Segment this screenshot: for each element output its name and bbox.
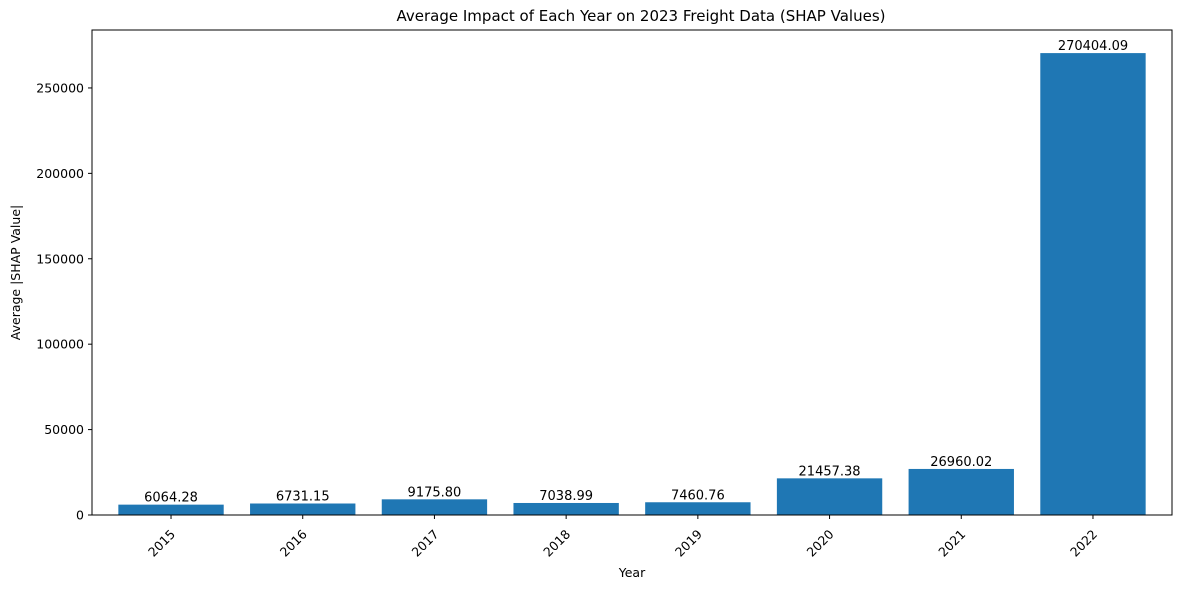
x-axis-label: Year [618,565,646,580]
chart-title: Average Impact of Each Year on 2023 Frei… [397,7,886,25]
y-tick-label: 50000 [44,422,84,437]
data-label-2015: 6064.28 [144,491,198,506]
y-axis: 0 50000 100000 150000 200000 250000 [36,80,92,523]
y-tick-label: 100000 [36,337,84,352]
x-tick-label: 2018 [540,526,573,559]
data-label-2018: 7038.99 [539,489,593,504]
x-tick-label: 2020 [804,526,837,559]
x-tick-label: 2016 [277,526,310,559]
data-label-2021: 26960.02 [930,455,992,470]
data-label-2017: 9175.80 [408,485,462,500]
y-tick-label: 150000 [36,251,84,266]
y-tick-label: 200000 [36,166,84,181]
bar-2021 [908,468,1014,515]
x-tick-label: 2021 [935,527,968,560]
data-label-2020: 21457.38 [799,464,861,479]
x-tick-label: 2015 [145,527,178,560]
plot-frame [91,29,1173,516]
bar-2020 [776,478,883,515]
data-label-2022: 270404.09 [1058,39,1128,54]
bar-2017 [381,499,488,515]
bar-2022 [1040,53,1146,516]
y-tick-label: 250000 [36,80,84,95]
y-tick-label: 0 [76,508,84,523]
data-label-2016: 6731.15 [276,490,330,505]
bars-group [118,53,1146,516]
x-tick-label: 2019 [672,526,705,559]
bar-2019 [645,502,751,515]
x-tick-label: 2022 [1067,527,1100,560]
data-labels-group: 6064.28 6731.15 9175.80 7038.99 7460.76 21457… [144,39,1128,506]
y-axis-label: Average |SHAP Value| [8,205,23,340]
bar-2016 [250,503,356,515]
bar-2018 [513,502,619,515]
data-label-2019: 7460.76 [671,488,725,503]
x-tick-label: 2017 [408,527,441,560]
bar-2015 [118,504,224,515]
x-axis: 2015 2016 2017 2018 2019 2020 2021 2022 [145,515,1100,560]
